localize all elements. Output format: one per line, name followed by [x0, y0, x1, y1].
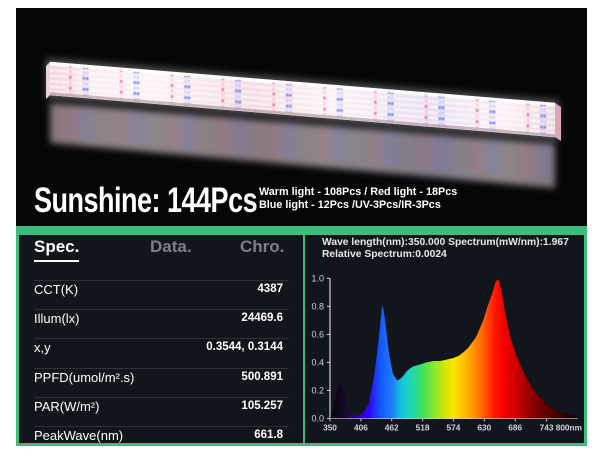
svg-text:743: 743 [540, 422, 554, 432]
svg-text:406: 406 [354, 422, 368, 432]
svg-text:0.6: 0.6 [311, 329, 324, 339]
svg-text:0.2: 0.2 [311, 385, 324, 395]
svg-text:800nm: 800nm [556, 422, 582, 432]
svg-text:518: 518 [416, 422, 430, 432]
svg-text:574: 574 [446, 422, 460, 432]
svg-text:686: 686 [508, 422, 522, 432]
svg-text:462: 462 [385, 422, 399, 432]
svg-text:0.8: 0.8 [311, 301, 324, 311]
svg-text:630: 630 [477, 422, 491, 432]
svg-text:0.4: 0.4 [311, 357, 324, 367]
svg-text:350: 350 [323, 422, 337, 432]
svg-text:1.0: 1.0 [311, 273, 324, 283]
